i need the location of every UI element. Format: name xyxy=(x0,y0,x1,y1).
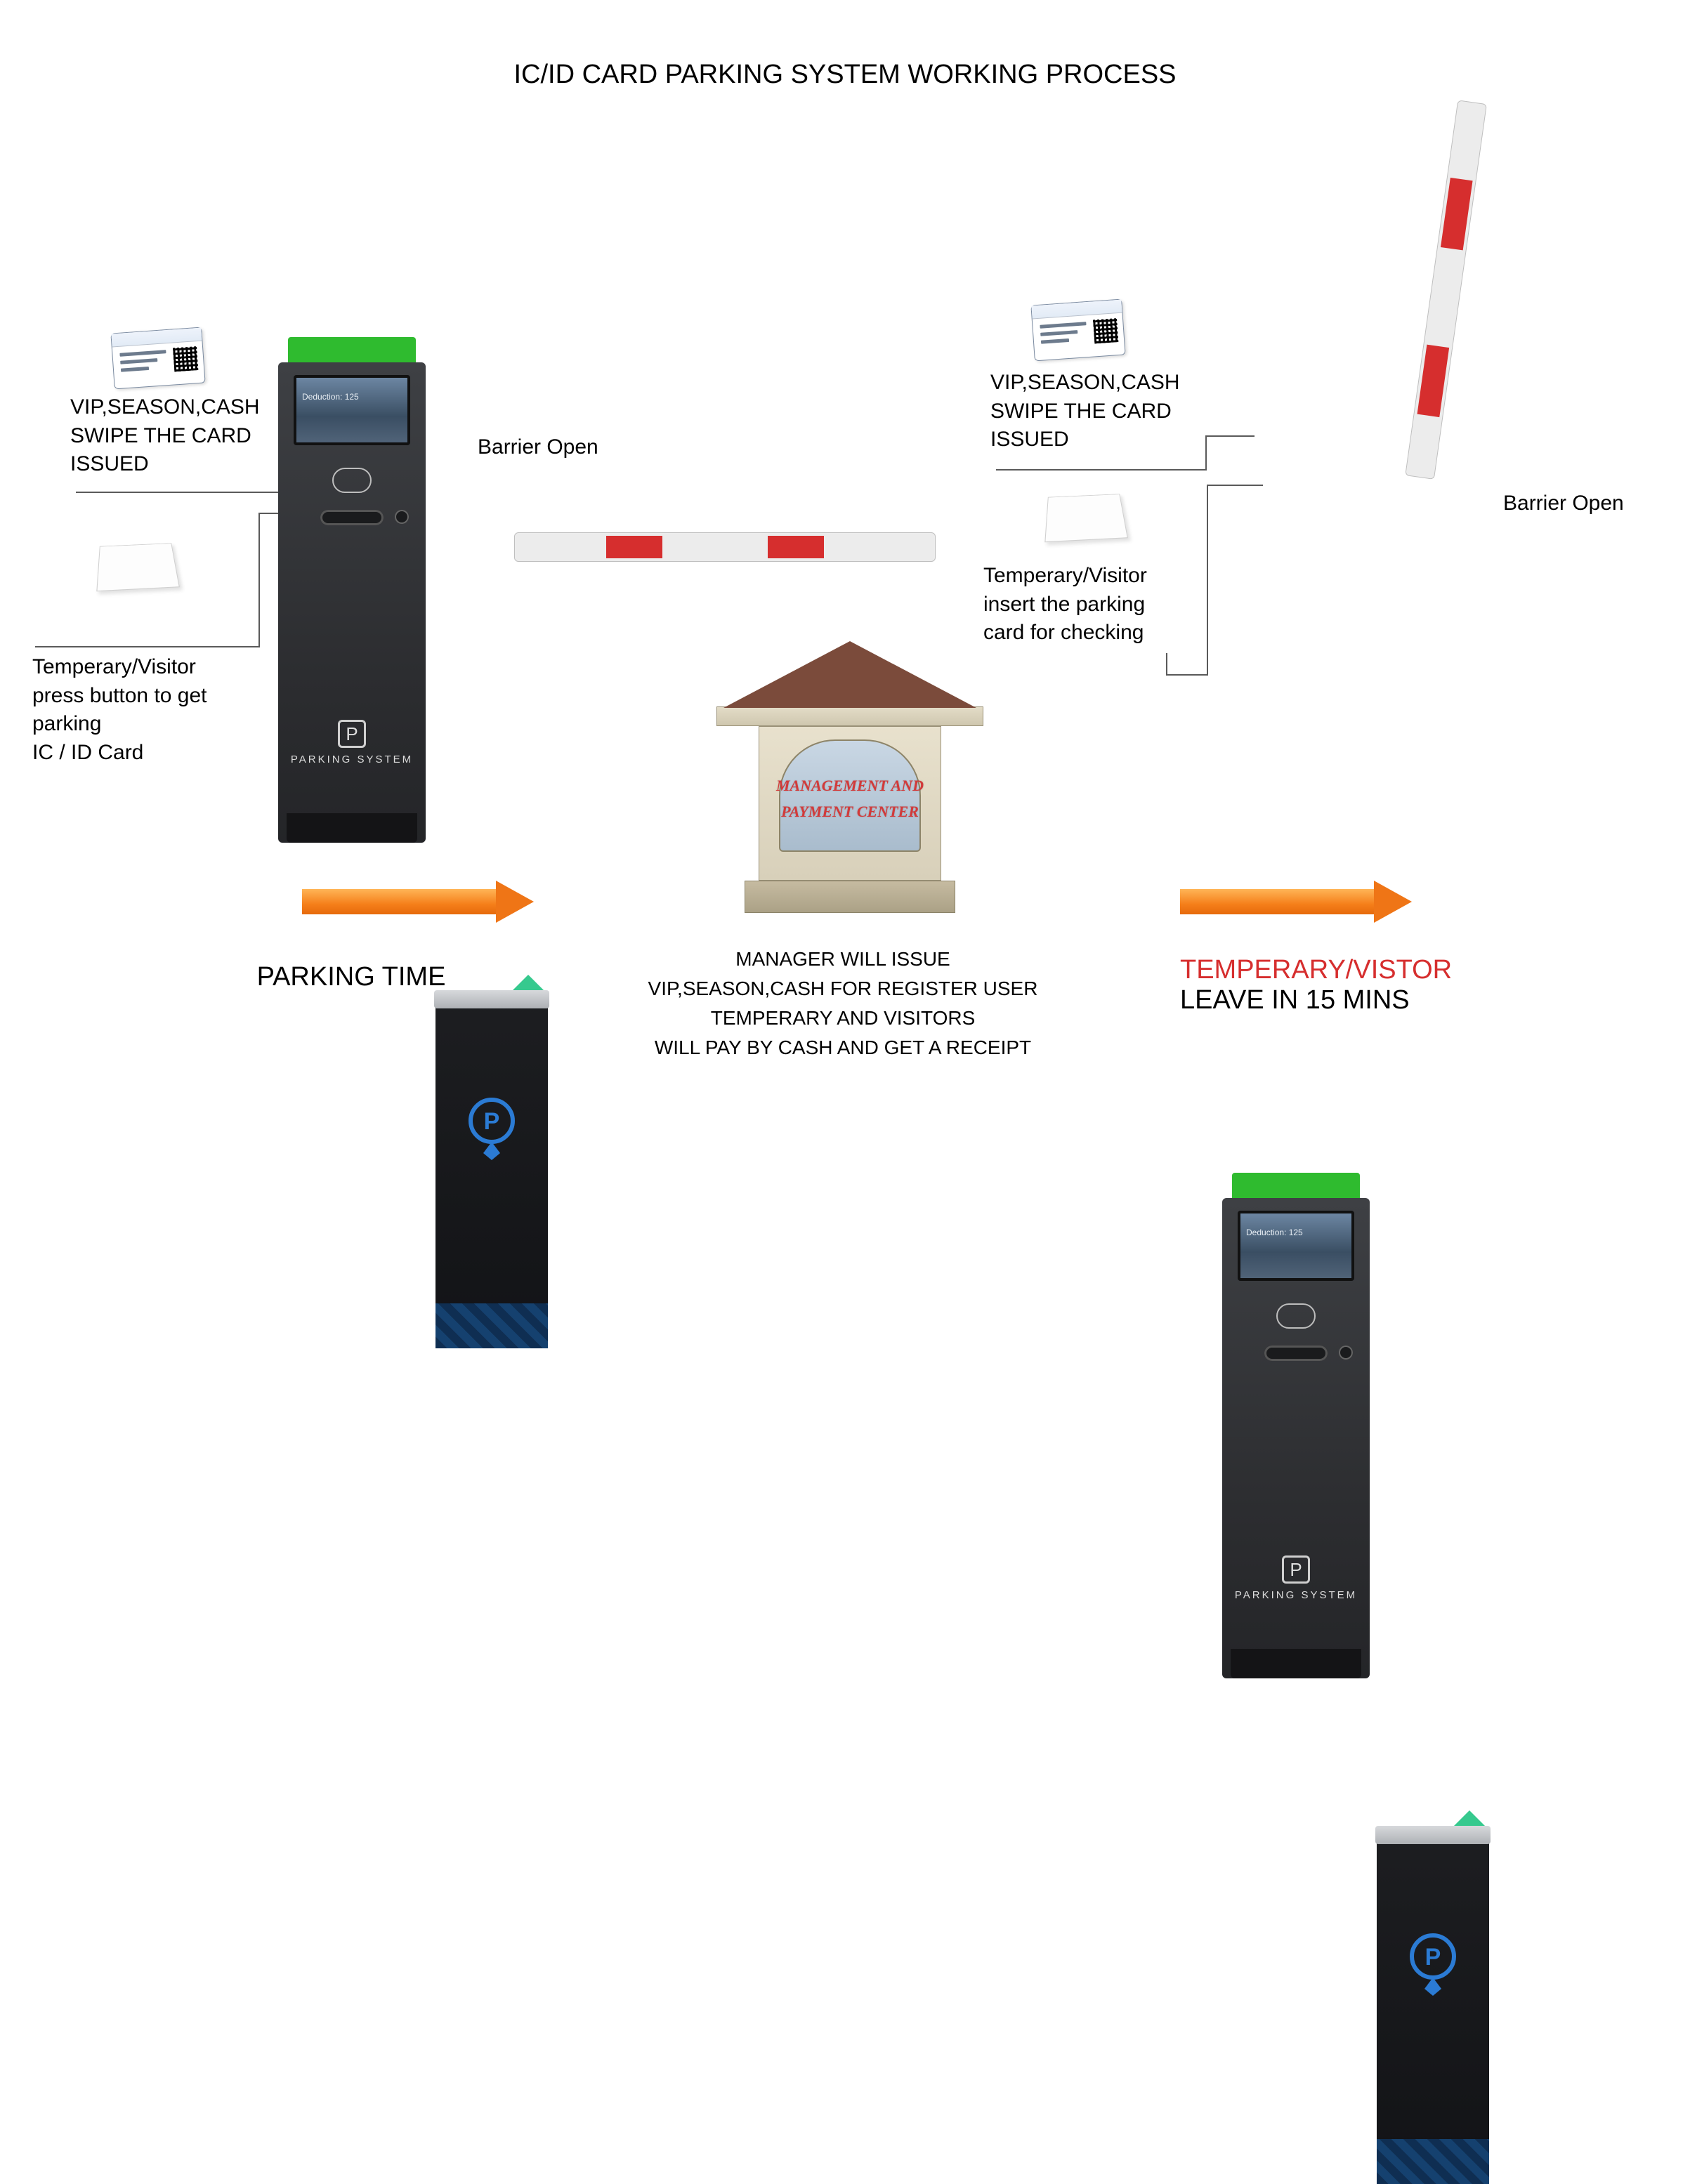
kiosk-brand-left: PARKING SYSTEM xyxy=(278,754,426,765)
barrier-right: P xyxy=(1377,1826,1489,2184)
bottom-label-left: PARKING TIME xyxy=(211,962,492,992)
booth-text-1: MANAGEMENT AND xyxy=(776,777,924,794)
flow-arrow-right xyxy=(1180,885,1412,919)
visitor-caption-left: Temperary/Visitor press button to get pa… xyxy=(32,653,207,767)
blank-card-right xyxy=(1044,494,1128,542)
parking-p-icon: P xyxy=(1408,1931,1458,1996)
kiosk-right: Deduction: 125 P PARKING SYSTEM xyxy=(1222,1173,1370,1678)
id-card-left xyxy=(110,327,205,390)
blank-card-left xyxy=(96,543,180,591)
visitor-caption-right: Temperary/Visitor insert the parking car… xyxy=(983,562,1147,647)
barrier-arm-right xyxy=(1405,100,1487,480)
barrier-arm-left xyxy=(514,532,936,562)
kiosk-left: Deduction: 125 P PARKING SYSTEM xyxy=(278,337,426,843)
kiosk-brand-right: PARKING SYSTEM xyxy=(1222,1589,1370,1601)
kiosk-logo-icon: P xyxy=(1282,1555,1310,1584)
barrier-open-label-left: Barrier Open xyxy=(478,435,598,459)
booth-text-2: PAYMENT CENTER xyxy=(781,803,919,820)
svg-text:P: P xyxy=(484,1108,500,1135)
vip-caption-left: VIP,SEASON,CASH SWIPE THE CARD ISSUED xyxy=(70,393,260,479)
page-title: IC/ID CARD PARKING SYSTEM WORKING PROCES… xyxy=(0,60,1690,90)
barrier-left: P xyxy=(435,990,548,1348)
id-card-right xyxy=(1030,299,1125,362)
vip-caption-right: VIP,SEASON,CASH SWIPE THE CARD ISSUED xyxy=(990,369,1180,454)
management-booth: MANAGEMENT AND PAYMENT CENTER xyxy=(716,632,983,913)
kiosk-screen-text-left: Deduction: 125 xyxy=(302,392,359,403)
svg-text:P: P xyxy=(1425,1944,1441,1971)
bottom-label-right: TEMPERARY/VISTOR LEAVE IN 15 MINS xyxy=(1180,955,1545,1015)
barrier-open-label-right: Barrier Open xyxy=(1503,492,1624,515)
center-caption: MANAGER WILL ISSUE VIP,SEASON,CASH FOR R… xyxy=(646,945,1040,1063)
kiosk-screen-text-right: Deduction: 125 xyxy=(1246,1228,1303,1239)
parking-p-icon: P xyxy=(466,1096,517,1160)
kiosk-logo-icon: P xyxy=(338,720,366,748)
flow-arrow-left xyxy=(302,885,534,919)
